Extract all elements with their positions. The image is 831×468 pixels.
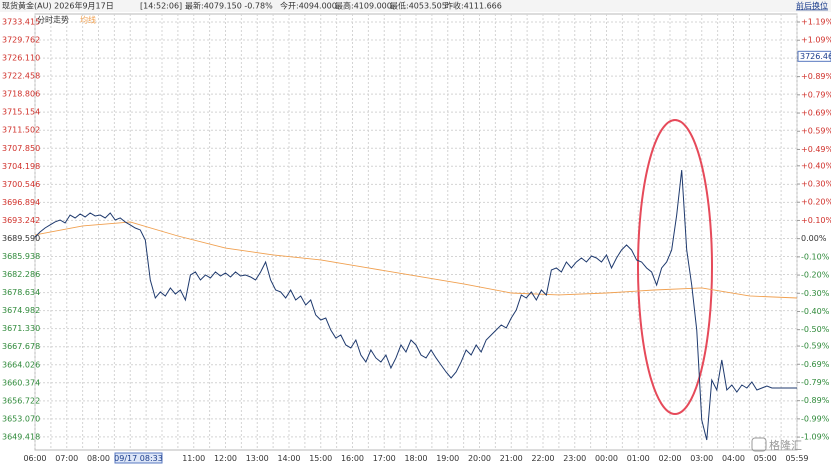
crosshair-price-box [797, 50, 831, 62]
legend-label: 分时走势 [37, 15, 69, 25]
y2-tick-label: -0.69% [801, 360, 830, 369]
open: 今开:4094.000 [280, 1, 337, 11]
y2-tick-label: +1.09% [801, 36, 831, 45]
y-tick-label: 3711.502 [2, 126, 40, 135]
x-tick-label: 08:00 [87, 454, 110, 463]
series-line [34, 169, 797, 441]
low: 最低:4053.505 [390, 1, 447, 11]
highlight-ellipse [637, 119, 713, 415]
x-tick-label: 04:00 [722, 454, 745, 463]
crosshair-time-box [114, 452, 163, 464]
y-tick-label: 3674.982 [2, 306, 40, 315]
y2-tick-label: +0.69% [801, 109, 831, 118]
crosshair-price: 3726.463 [800, 52, 831, 61]
y2-tick-label: -0.40% [801, 307, 830, 316]
y-tick-label: 3729.762 [2, 36, 40, 45]
x-tick-label: 18:00 [404, 454, 427, 463]
y-tick-label: 3700.546 [2, 180, 40, 189]
crosshair-time: 09/17 08:33 [114, 454, 163, 463]
y2-tick-label: -0.50% [801, 325, 830, 334]
y2-tick-label: -0.10% [801, 252, 830, 261]
y2-tick-label: +0.89% [801, 72, 831, 81]
instrument: 现货黄金(AU) 2026年9月17日 [2, 1, 114, 11]
x-tick-label: 20:00 [468, 454, 491, 463]
y2-tick-label: +0.79% [801, 90, 831, 99]
x-tick-label: 01:00 [627, 454, 650, 463]
x-tick-label: 06:00 [23, 454, 46, 463]
x-tick-label: 03:00 [690, 454, 713, 463]
y-tick-label: 3707.850 [2, 144, 40, 153]
y-tick-label: 3682.286 [2, 270, 40, 279]
y-tick-label: 3726.110 [2, 54, 40, 63]
y-tick-label: 3671.330 [2, 324, 40, 333]
y2-tick-label: +0.49% [801, 145, 831, 154]
y-tick-label: 3704.198 [2, 162, 40, 171]
latest: 最新:4079.150 -0.78% [185, 1, 273, 11]
x-tick-label: 02:00 [658, 454, 681, 463]
time: [14:52:06] [140, 2, 182, 11]
y-tick-label: 3733.415 [2, 17, 40, 26]
y-tick-label: 3656.722 [2, 396, 40, 405]
y2-tick-label: -0.30% [801, 289, 830, 298]
x-tick-label: 05:59 [785, 454, 808, 463]
y-tick-label: 3653.070 [2, 414, 40, 423]
legend-label: 均线 [80, 15, 96, 25]
y-tick-label: 3718.806 [2, 90, 40, 99]
x-tick-label: 15:00 [309, 454, 332, 463]
watermark: 格隆汇 [769, 438, 802, 452]
y2-tick-label: 0.00% [801, 234, 827, 243]
y2-tick-label: +1.19% [801, 18, 831, 27]
y-tick-label: 3667.678 [2, 342, 40, 351]
y2-tick-label: -0.89% [801, 396, 830, 405]
prev-close: 昨收:4111.666 [445, 1, 502, 11]
y-tick-label: 3722.458 [2, 72, 40, 81]
x-tick-label: 22:00 [531, 454, 554, 463]
x-tick-label: 17:00 [373, 454, 396, 463]
y-tick-label: 3715.154 [2, 108, 40, 117]
y2-tick-label: +0.20% [801, 198, 831, 207]
y2-tick-label: +0.10% [801, 216, 831, 225]
x-tick-label: 07:00 [55, 454, 78, 463]
series-line [34, 221, 798, 299]
y2-tick-label: -0.59% [801, 342, 830, 351]
y-tick-label: 3660.374 [2, 378, 40, 387]
y2-tick-label: -0.20% [801, 271, 830, 280]
y2-tick-label: +0.59% [801, 127, 831, 136]
high: 最高:4109.000 [335, 1, 392, 11]
watermark-logo [751, 437, 767, 452]
y-tick-label: 3685.938 [2, 252, 40, 261]
x-tick-label: 19:00 [436, 454, 459, 463]
x-tick-label: 16:00 [341, 454, 364, 463]
y-tick-label: 3678.634 [2, 288, 40, 297]
x-tick-label: 05:00 [754, 454, 777, 463]
header-bar [0, 0, 831, 12]
y2-tick-label: -0.79% [801, 378, 830, 387]
y2-tick-label: +0.40% [801, 161, 831, 170]
y2-tick-label: -1.09% [801, 433, 830, 442]
y-tick-label: 3689.590 [2, 234, 40, 243]
y-tick-label: 3693.242 [2, 216, 40, 225]
x-tick-label: 23:00 [563, 454, 586, 463]
x-tick-label: 13:00 [246, 454, 269, 463]
y-tick-label: 3696.894 [2, 198, 40, 207]
x-tick-label: 21:00 [500, 454, 523, 463]
x-tick-label: 11:00 [182, 454, 205, 463]
x-tick-label: 00:00 [595, 454, 618, 463]
y2-tick-label: +0.30% [801, 180, 831, 189]
y2-tick-label: -0.99% [801, 414, 830, 423]
x-tick-label: 14:00 [277, 454, 300, 463]
x-tick-label: 12:00 [214, 454, 237, 463]
y-tick-label: 3649.418 [2, 432, 40, 441]
swap-button[interactable]: 前后换位 [796, 1, 828, 11]
y-tick-label: 3664.026 [2, 360, 40, 369]
